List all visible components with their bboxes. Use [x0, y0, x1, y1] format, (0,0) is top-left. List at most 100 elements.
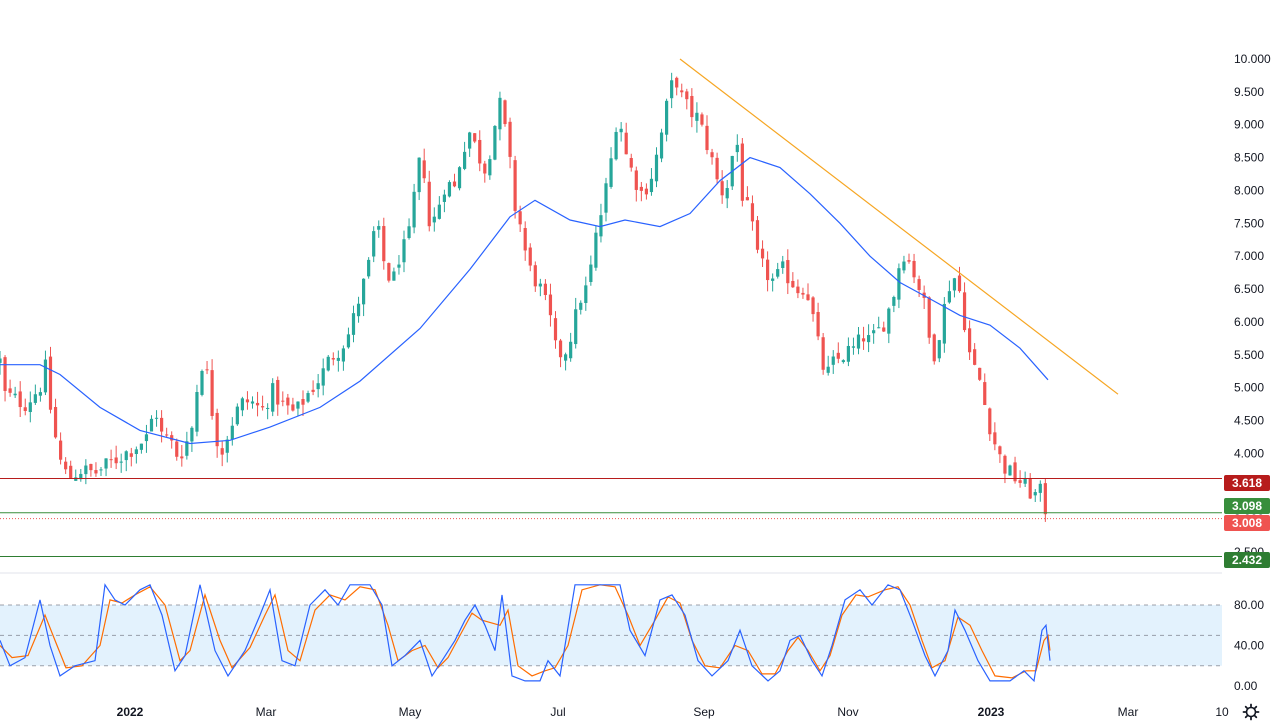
candle-body	[856, 334, 861, 349]
candle-body	[760, 248, 765, 259]
candle-body	[195, 392, 199, 432]
candle-body	[473, 133, 477, 142]
candle	[574, 297, 578, 349]
candle	[604, 177, 608, 222]
candle	[306, 390, 310, 404]
candle	[89, 463, 93, 477]
candle-body	[225, 439, 229, 453]
candle-body	[316, 383, 320, 390]
price-tick-label: 5.000	[1234, 381, 1264, 395]
candle-body	[38, 392, 42, 396]
candle	[816, 302, 820, 341]
candle-body	[493, 125, 497, 160]
candle-body	[185, 441, 189, 456]
candle-body	[771, 278, 775, 281]
candle-body	[629, 158, 633, 168]
candle-body	[124, 451, 128, 461]
candle-body	[109, 459, 113, 461]
candle-body	[887, 308, 891, 334]
candle-body	[205, 369, 209, 371]
candle	[831, 350, 835, 374]
candle-body	[589, 264, 593, 283]
candle-body	[745, 197, 749, 201]
candle	[175, 438, 179, 461]
candle-body	[59, 440, 63, 460]
candle	[609, 147, 613, 189]
candle-body	[8, 388, 12, 393]
candle	[210, 359, 214, 420]
time-tick-label: 2022	[117, 705, 144, 719]
candle	[74, 469, 78, 481]
candle-body	[670, 80, 674, 99]
candle	[64, 457, 68, 475]
candle	[255, 391, 260, 417]
oscillator-tick-label: 80.00	[1234, 598, 1264, 612]
candle-body	[700, 114, 704, 125]
time-axis[interactable]: 2022 Mar May Jul Sep Nov 2023 Mar 10	[117, 705, 1229, 719]
price-badge-bg	[1224, 552, 1270, 568]
candle-body	[705, 125, 709, 151]
candle	[452, 173, 457, 188]
stoch-d-line	[0, 584, 1051, 679]
candle	[700, 112, 704, 127]
candle-body	[250, 401, 255, 404]
candle-body	[463, 151, 467, 169]
candle	[261, 395, 265, 411]
candle-body	[518, 211, 522, 225]
candle-body	[897, 268, 901, 300]
candle-body	[160, 417, 164, 432]
candle	[442, 189, 446, 213]
candle-body	[786, 260, 790, 284]
candle	[165, 427, 169, 438]
candle	[266, 403, 270, 420]
candle-body	[634, 170, 638, 190]
candle-body	[311, 389, 315, 392]
candle	[624, 122, 628, 155]
candle-body	[79, 473, 83, 480]
candle	[952, 277, 957, 298]
candle-body	[962, 292, 967, 331]
candle-body	[356, 303, 361, 317]
candle	[331, 352, 335, 366]
candle-body	[947, 291, 951, 303]
candle	[760, 240, 765, 267]
price-badge-3.098: 3.098	[1224, 498, 1270, 514]
candle	[114, 445, 118, 470]
candle-body	[69, 465, 73, 478]
candle-body	[18, 391, 22, 408]
candle-body	[508, 121, 512, 157]
candle-body	[619, 128, 623, 133]
candle-body	[766, 259, 770, 281]
candle	[336, 350, 340, 372]
candle-body	[538, 283, 542, 287]
candle-body	[104, 458, 108, 469]
candle	[962, 282, 967, 333]
candle-body	[685, 91, 689, 100]
candle	[43, 350, 48, 396]
candle	[513, 155, 517, 219]
candle	[861, 326, 866, 350]
oscillator-axis[interactable]: 80.00 40.00 0.00	[1234, 598, 1264, 693]
candle	[569, 332, 573, 362]
candle	[796, 279, 800, 299]
candle	[99, 467, 103, 477]
gear-icon[interactable]	[1242, 703, 1260, 721]
time-tick-label: 10	[1215, 705, 1229, 719]
candle	[826, 355, 830, 376]
candle-body	[245, 399, 250, 403]
candle-body	[392, 271, 396, 281]
candle	[887, 307, 891, 344]
candle	[301, 390, 305, 416]
candle-body	[680, 90, 684, 93]
candle-body	[877, 327, 881, 329]
candle-body	[902, 261, 906, 271]
price-badge-2.432: 2.432	[1224, 552, 1270, 568]
candle-body	[432, 216, 436, 223]
trend-line-layer	[679, 58, 1119, 395]
candle-body	[533, 265, 537, 287]
candle	[735, 134, 739, 162]
candle	[483, 160, 487, 183]
candle-body	[488, 159, 492, 176]
candle-body	[720, 181, 724, 196]
